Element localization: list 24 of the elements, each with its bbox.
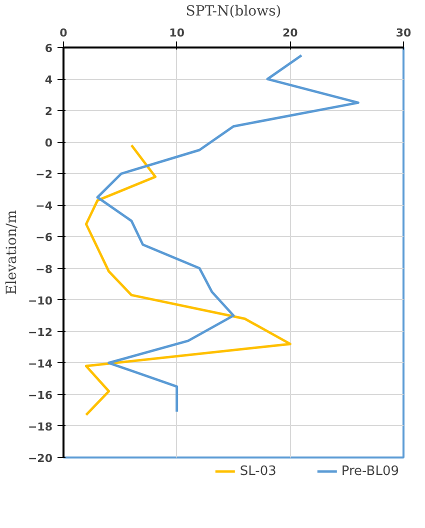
y-tick-label: −2: [36, 168, 53, 182]
y-tick-label: −12: [28, 326, 53, 339]
y-tick-label: −10: [28, 294, 53, 308]
x-tick-label: 30: [396, 26, 412, 40]
x-axis-title: SPT-N(blows): [186, 4, 282, 20]
x-tick-label: 10: [169, 26, 185, 40]
y-tick-label: −20: [28, 452, 53, 465]
y-tick-label: −8: [36, 262, 53, 276]
y-tick-label: 2: [44, 105, 52, 118]
y-tick-label: −18: [28, 420, 53, 434]
y-tick-label: 4: [44, 74, 53, 87]
x-tick-label: 0: [60, 26, 68, 40]
legend-label: Pre-BL09: [341, 464, 399, 478]
y-axis-title: Elevation/m: [4, 210, 20, 295]
y-tick-label: −4: [36, 200, 53, 213]
y-tick-label: −16: [28, 388, 53, 402]
line-series: [96, 54, 360, 414]
y-tick-label: −6: [36, 231, 53, 244]
y-tick-label: 6: [44, 42, 53, 55]
y-tick-label: 0: [44, 136, 53, 150]
line-series: [84, 144, 292, 416]
x-tick-label: 20: [282, 26, 298, 40]
legend-label: SL-03: [240, 464, 276, 478]
y-tick-label: −14: [28, 357, 53, 370]
